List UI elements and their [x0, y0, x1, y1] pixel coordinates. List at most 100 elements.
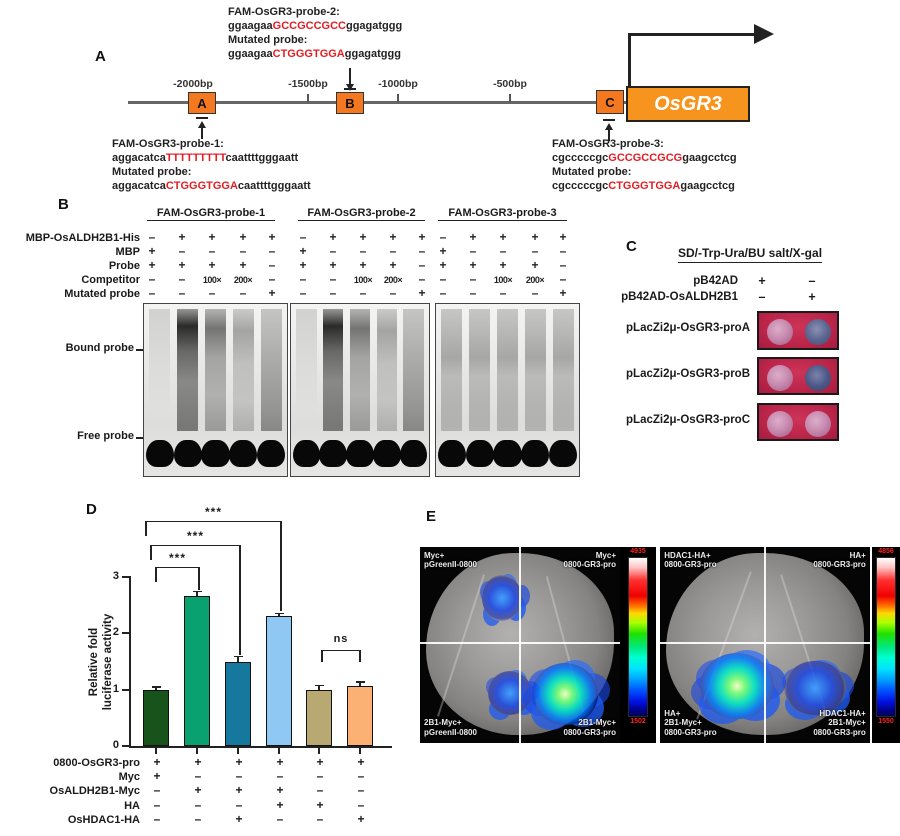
plus-minus-cell: +	[153, 755, 161, 769]
plus-minus-cell: –	[357, 797, 365, 812]
yeast-colony	[805, 319, 831, 345]
quadrant-text-line: 0800-GR3-pro	[813, 560, 866, 570]
y-tick	[122, 745, 129, 747]
quadrant-text: HDAC1-HA+ 0800-GR3-pro	[664, 551, 765, 570]
plus-minus-cell: +	[357, 811, 365, 826]
plus-minus-cell: +	[499, 258, 507, 272]
plus-minus-cell: +	[153, 769, 161, 784]
free-probe-band	[229, 439, 258, 468]
x-tick	[237, 748, 239, 754]
y-axis-line	[129, 576, 131, 748]
plus-minus-cell: +	[389, 258, 397, 272]
plus-minus-cell: –	[329, 272, 337, 286]
gel-lane	[292, 304, 320, 476]
plus-minus-cell: +	[276, 755, 284, 769]
plus-minus-cell: +	[235, 783, 243, 798]
plus-minus-cell: 100×	[202, 275, 222, 285]
probe3-annotation: FAM-OsGR3-probe-3: cgcccccgcGCCGCCGCGgaa…	[552, 137, 737, 193]
plus-minus-cell: –	[299, 230, 307, 244]
quadrant-text-line: pGreenII-0800	[424, 560, 477, 570]
plus-minus-cell: –	[268, 258, 276, 272]
site-c-dash	[603, 119, 615, 121]
quadrant-divider-horizontal	[660, 642, 870, 645]
plus-minus-cell: +	[178, 230, 186, 244]
error-bar-line	[359, 682, 361, 687]
plus-minus-cell: –	[316, 811, 324, 826]
plus-minus-cell: –	[359, 286, 367, 300]
gel-smear	[403, 309, 425, 432]
error-bar-line	[196, 592, 198, 597]
plus-minus-cell: –	[418, 244, 426, 258]
quadrant-text-line: 2B1-Myc+	[828, 718, 866, 728]
colorbar-right: 4856 1550	[872, 547, 900, 743]
free-probe-band	[173, 439, 202, 468]
seq-motif: CTGGGTGGA	[165, 180, 238, 192]
quadrant-divider-vertical	[763, 547, 766, 743]
arrow-up-icon	[198, 121, 206, 128]
bound-probe-label: Bound probe	[65, 342, 134, 354]
plus-minus-cell: –	[148, 272, 156, 286]
plus-minus-cell: –	[357, 769, 365, 784]
y-axis-title: Relative fold luciferase activity	[87, 577, 117, 747]
gel-lane	[257, 304, 286, 476]
plus-minus-cell: –	[357, 783, 365, 798]
plus-minus-cell: –	[439, 272, 447, 286]
plus-minus-cell: +	[235, 755, 243, 769]
panel-d-label: D	[86, 501, 97, 518]
sig-stars: ***	[204, 505, 222, 519]
plus-minus-cell: +	[148, 244, 156, 258]
colorbar-left: 4935 1502	[620, 547, 656, 743]
leaf-quadrant-label: Myc+ 0800-GR3-pro	[520, 551, 616, 570]
bar	[347, 686, 373, 746]
seq-motif: GCCGCCGCC	[272, 20, 346, 32]
plus-minus-cell: –	[316, 783, 324, 798]
gel-smear	[468, 309, 491, 432]
probe1-sequence: aggacatcaTTTTTTTTTcaattttgggaatt	[112, 151, 311, 165]
treatment-matrix: 0800-OsGR3-pro + + + + + + Myc + – – – – – OsALDH2B1-M…	[0, 756, 400, 827]
gel-smear	[295, 309, 317, 432]
free-probe-band	[521, 439, 550, 468]
arrow-up-icon	[605, 123, 613, 130]
gel-smear	[441, 309, 463, 432]
plus-minus-cell: +	[439, 244, 447, 258]
y-tick	[122, 576, 129, 578]
plus-minus-cell: –	[316, 769, 324, 784]
gel-smear	[496, 309, 519, 432]
plus-minus-cell: +	[178, 258, 186, 272]
probe2-pointer-line	[349, 68, 351, 84]
seq-motif: CTGGGTGGA	[608, 180, 681, 192]
quadrant-text: HA+ 0800-GR3-pro	[765, 551, 866, 570]
gel-lane	[521, 304, 550, 476]
plus-minus-cell: +	[239, 258, 247, 272]
quadrant-text-line: HDAC1-HA+	[664, 550, 711, 560]
tss-arrow-vertical	[628, 33, 631, 87]
plus-minus-cell: –	[329, 244, 337, 258]
emsa-row-labels: MBP-OsALDH2B1-His MBP Probe Competitor Mutat…	[0, 231, 140, 301]
x-axis-line	[129, 746, 392, 748]
tick-label: -1500bp	[288, 78, 328, 90]
plus-minus-cell: –	[208, 286, 216, 300]
luciferase-leaf-image-right: HDAC1-HA+ 0800-GR3-pro HA+ 0800-GR3-pro HA+ 2…	[660, 547, 870, 743]
y-tick-label: 2	[112, 626, 119, 638]
plus-minus-cell: –	[469, 272, 477, 286]
bar	[266, 615, 292, 746]
free-probe-band	[373, 439, 401, 468]
gel-smear	[176, 309, 199, 432]
plus-minus-cell: –	[208, 244, 216, 258]
probe2-mut-sequence: ggaagaaCTGGGTGGAggagatggg	[228, 47, 402, 61]
probe-group-header: FAM-OsGR3-probe-1	[147, 207, 275, 221]
plus-minus-cell: –	[194, 811, 202, 826]
plus-minus-cell: –	[469, 244, 477, 258]
luminescence-spot	[700, 653, 774, 719]
gel-lane	[201, 304, 230, 476]
free-probe-band	[201, 439, 230, 468]
plus-minus-cell: –	[559, 272, 567, 286]
y-axis-title-line2: luciferase activity	[102, 613, 114, 711]
gene-box-osgr3: OsGR3	[626, 86, 750, 122]
gel-lane	[437, 304, 466, 476]
quadrant-text-line: 2B1-Myc+	[424, 718, 462, 728]
free-probe-band	[493, 439, 522, 468]
plus-minus-cell: +	[316, 755, 324, 769]
quadrant-text-line: HDAC1-HA+	[819, 708, 866, 718]
plus-minus-cell: –	[389, 244, 397, 258]
